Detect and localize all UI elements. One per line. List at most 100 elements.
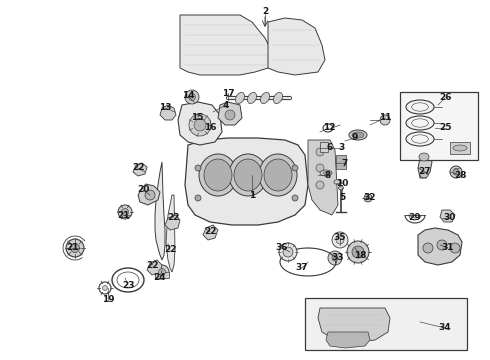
Polygon shape <box>166 195 175 272</box>
Polygon shape <box>147 260 162 275</box>
Text: 4: 4 <box>223 100 229 109</box>
Polygon shape <box>326 332 370 348</box>
Polygon shape <box>133 163 147 176</box>
Polygon shape <box>160 105 176 120</box>
Text: 27: 27 <box>418 167 431 176</box>
Text: 34: 34 <box>439 324 451 333</box>
Ellipse shape <box>339 186 343 190</box>
Text: 14: 14 <box>182 91 195 100</box>
Text: 7: 7 <box>342 158 348 167</box>
Ellipse shape <box>453 145 467 151</box>
Polygon shape <box>178 102 222 145</box>
Polygon shape <box>308 140 338 215</box>
Text: 22: 22 <box>146 261 158 270</box>
Text: 22: 22 <box>167 213 179 222</box>
Text: 20: 20 <box>137 185 149 194</box>
Ellipse shape <box>194 119 206 131</box>
Ellipse shape <box>336 236 344 244</box>
Ellipse shape <box>247 93 257 104</box>
Ellipse shape <box>423 243 433 253</box>
Text: 26: 26 <box>439 94 451 103</box>
Ellipse shape <box>292 195 298 201</box>
Text: 19: 19 <box>102 296 114 305</box>
Text: 10: 10 <box>336 179 348 188</box>
Ellipse shape <box>122 208 128 216</box>
Ellipse shape <box>328 251 342 265</box>
Ellipse shape <box>225 110 235 120</box>
Ellipse shape <box>334 180 342 184</box>
Ellipse shape <box>332 232 348 248</box>
Ellipse shape <box>352 132 364 138</box>
Ellipse shape <box>347 241 369 263</box>
Ellipse shape <box>195 165 201 171</box>
Text: 17: 17 <box>221 89 234 98</box>
Ellipse shape <box>279 243 297 261</box>
Text: 23: 23 <box>122 280 134 289</box>
Text: 28: 28 <box>454 171 466 180</box>
Ellipse shape <box>380 115 390 125</box>
Polygon shape <box>155 162 165 260</box>
Text: 33: 33 <box>332 253 344 262</box>
Text: 13: 13 <box>159 104 171 112</box>
Text: 21: 21 <box>66 243 78 252</box>
Polygon shape <box>418 155 432 178</box>
Text: 25: 25 <box>439 123 451 132</box>
Ellipse shape <box>145 190 155 200</box>
Polygon shape <box>203 225 218 240</box>
Ellipse shape <box>229 154 267 196</box>
Ellipse shape <box>199 154 237 196</box>
Ellipse shape <box>453 169 459 175</box>
Ellipse shape <box>189 94 196 100</box>
Ellipse shape <box>450 166 462 178</box>
Ellipse shape <box>323 171 329 175</box>
Text: 18: 18 <box>354 251 366 260</box>
Polygon shape <box>218 102 242 125</box>
Ellipse shape <box>118 205 132 219</box>
Ellipse shape <box>420 172 428 178</box>
Ellipse shape <box>352 246 364 258</box>
Polygon shape <box>138 184 160 205</box>
Ellipse shape <box>316 181 324 189</box>
Bar <box>450 142 470 154</box>
Text: 12: 12 <box>323 123 335 132</box>
Ellipse shape <box>264 159 292 191</box>
Ellipse shape <box>260 93 270 104</box>
Ellipse shape <box>204 159 232 191</box>
Text: 16: 16 <box>204 123 216 132</box>
Polygon shape <box>180 15 272 75</box>
Ellipse shape <box>419 153 429 161</box>
Bar <box>320 142 328 152</box>
Ellipse shape <box>316 164 324 172</box>
Ellipse shape <box>259 154 297 196</box>
Ellipse shape <box>155 265 169 279</box>
Text: 36: 36 <box>276 243 288 252</box>
Ellipse shape <box>66 239 84 257</box>
Bar <box>155 272 169 278</box>
Ellipse shape <box>450 243 460 253</box>
Text: 30: 30 <box>444 213 456 222</box>
Text: 22: 22 <box>164 246 176 255</box>
Ellipse shape <box>185 90 199 104</box>
Text: 24: 24 <box>154 274 166 283</box>
Text: 2: 2 <box>262 8 268 17</box>
Polygon shape <box>268 18 325 75</box>
Ellipse shape <box>71 243 79 252</box>
Ellipse shape <box>332 255 338 261</box>
Text: 8: 8 <box>325 171 331 180</box>
Ellipse shape <box>283 247 293 257</box>
Ellipse shape <box>320 170 332 176</box>
Bar <box>336 155 346 169</box>
Polygon shape <box>165 215 180 230</box>
Text: 32: 32 <box>364 194 376 202</box>
Text: 22: 22 <box>132 163 144 172</box>
Ellipse shape <box>292 165 298 171</box>
Text: 6: 6 <box>327 144 333 153</box>
Text: 21: 21 <box>117 211 129 220</box>
Ellipse shape <box>437 240 447 250</box>
Text: 35: 35 <box>334 234 346 243</box>
Polygon shape <box>318 308 390 342</box>
Text: 9: 9 <box>352 134 358 143</box>
Text: 22: 22 <box>204 228 216 237</box>
Ellipse shape <box>235 93 245 104</box>
FancyBboxPatch shape <box>400 92 478 160</box>
